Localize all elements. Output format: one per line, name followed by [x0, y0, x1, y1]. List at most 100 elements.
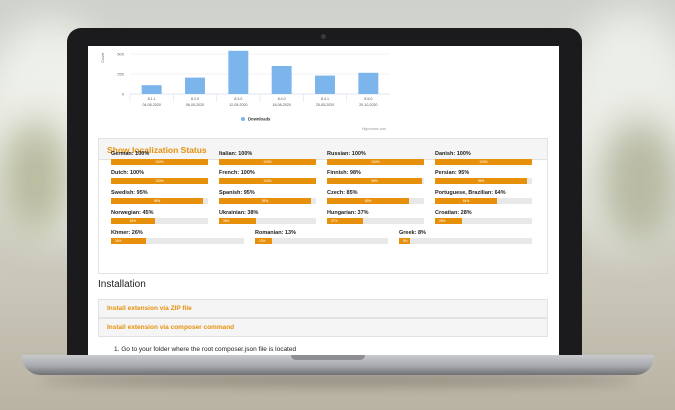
- progress-bar-text: 95%: [261, 199, 269, 203]
- install-zip-accordion[interactable]: Install extension via ZIP file: [98, 299, 548, 318]
- localization-item: Ukrainian: 38% 38%: [219, 210, 316, 224]
- progress-bar: 37%: [327, 218, 424, 224]
- localization-label: Swedish: 95%: [111, 190, 148, 196]
- chart-date-label: 04-05-2020: [142, 103, 160, 107]
- progress-bar-text: 38%: [223, 219, 230, 223]
- progress-bar-fill: [111, 159, 208, 165]
- progress-bar-text: 100%: [155, 160, 164, 164]
- progress-bar-fill: [219, 198, 312, 204]
- progress-bar-fill: [219, 218, 256, 224]
- progress-bar-text: 100%: [155, 179, 164, 183]
- progress-bar-fill: [111, 238, 146, 244]
- localization-item: Romanian: 13% 13%: [255, 230, 388, 244]
- progress-bar: 13%: [255, 238, 388, 244]
- chart-y-tick-label: 250: [117, 72, 124, 77]
- chart-date-label: 18-08-2020: [272, 103, 290, 107]
- localization-item: Czech: 85% 85%: [327, 190, 424, 204]
- progress-bar-text: 85%: [365, 199, 372, 203]
- progress-bar-text: 37%: [331, 219, 338, 223]
- localization-item: Hungarian: 37% 37%: [327, 210, 424, 224]
- chart-category-label: 8.5.0: [364, 97, 372, 101]
- chart-date-label: 06-05-2020: [186, 103, 204, 107]
- progress-bar-fill: [111, 218, 155, 224]
- progress-bar-fill: [111, 178, 208, 184]
- progress-bar: 100%: [327, 159, 424, 165]
- downloads-chart: 500 250 0 Count 8.1.1 04-05-2020 8.2.0 06-05-20…: [101, 50, 390, 122]
- laptop-screen: 500 250 0 Count 8.1.1 04-05-2020 8.2.0 06-05-20…: [88, 46, 559, 356]
- progress-bar: 100%: [111, 159, 208, 165]
- chart-bar: [315, 75, 335, 94]
- localization-label: Spanish: 95%: [219, 190, 255, 196]
- progress-bar-fill: [435, 159, 532, 165]
- progress-bar-text: 100%: [479, 160, 488, 164]
- localization-item: Swedish: 95% 95%: [111, 190, 208, 204]
- install-composer-label[interactable]: Install extension via composer command: [107, 324, 235, 331]
- camera-icon: [321, 34, 326, 39]
- chart-bar: [185, 77, 205, 94]
- chart-bar: [358, 72, 379, 94]
- progress-bar-fill: [219, 159, 316, 165]
- background-shelf: [0, 120, 70, 240]
- progress-bar-text: 26%: [115, 239, 122, 243]
- progress-bar-fill: [219, 178, 316, 184]
- localization-label: Dutch: 100%: [111, 170, 145, 176]
- progress-bar: 95%: [111, 198, 208, 204]
- localization-panel-title[interactable]: Show localization Status: [107, 145, 207, 155]
- chart-bar: [141, 85, 162, 94]
- progress-bar: 45%: [111, 218, 208, 224]
- localization-item: Dutch: 100% 100%: [111, 170, 208, 184]
- localization-item: Russian: 100% 100%: [327, 151, 424, 165]
- progress-bar: 38%: [219, 218, 316, 224]
- install-composer-accordion[interactable]: Install extension via composer command: [98, 318, 548, 337]
- localization-label: German: 100%: [111, 151, 150, 157]
- localization-item: Spanish: 95% 95%: [219, 190, 316, 204]
- progress-bar: 95%: [219, 198, 316, 204]
- chart-category-label: 8.1.1: [148, 97, 156, 101]
- localization-item: Greek: 8% 8%: [399, 230, 532, 244]
- chart-category-label: 8.4.0: [278, 97, 286, 101]
- chart-y-tick-label: 500: [117, 52, 124, 57]
- localization-panel-header[interactable]: [99, 139, 547, 160]
- progress-bar: 100%: [111, 178, 208, 184]
- progress-bar-fill: [435, 218, 463, 224]
- laptop-base: [22, 355, 654, 375]
- progress-bar-fill: [435, 198, 498, 204]
- background-shelf: [600, 120, 675, 250]
- install-zip-label[interactable]: Install extension via ZIP file: [107, 305, 192, 312]
- installation-title: Installation: [98, 279, 146, 290]
- localization-item: Italian: 100% 100%: [219, 151, 316, 165]
- progress-bar: 85%: [327, 198, 424, 204]
- progress-bar-fill: [327, 178, 423, 184]
- progress-bar-text: 95%: [477, 179, 485, 183]
- progress-bar-fill: [399, 238, 410, 244]
- localization-label: Khmer: 26%: [111, 230, 143, 236]
- chart-bar: [228, 50, 249, 94]
- chart-category-label: 8.3.0: [234, 97, 242, 101]
- localization-item: Croatian: 28% 28%: [435, 210, 532, 224]
- progress-bar-fill: [327, 218, 363, 224]
- laptop-shadow: [40, 374, 636, 386]
- localization-label: Ukrainian: 38%: [219, 210, 259, 216]
- chart-category-label: 8.2.0: [191, 97, 199, 101]
- localization-item: Danish: 100% 100%: [435, 151, 532, 165]
- progress-bar-text: 98%: [371, 179, 378, 183]
- progress-bar-fill: [327, 198, 410, 204]
- localization-label: Romanian: 13%: [255, 230, 296, 236]
- chart-bar: [271, 66, 292, 94]
- chart-y-axis-label: Count: [101, 53, 105, 62]
- localization-item: German: 100% 100%: [111, 151, 208, 165]
- localization-label: Italian: 100%: [219, 151, 253, 157]
- progress-bar: 8%: [399, 238, 532, 244]
- localization-label: Croatian: 28%: [435, 210, 472, 216]
- chart-legend-label: Downloads: [248, 117, 271, 122]
- localization-item: Persian: 95% 95%: [435, 170, 532, 184]
- chart-category-label: 8.4.1: [321, 97, 329, 101]
- localization-label: Danish: 100%: [435, 151, 471, 157]
- localization-label: French: 100%: [219, 170, 255, 176]
- localization-panel: Show localization Status German: 100% 100…: [98, 138, 548, 274]
- progress-bar: 100%: [219, 159, 316, 165]
- progress-bar-fill: [327, 159, 424, 165]
- localization-label: Hungarian: 37%: [327, 210, 369, 216]
- progress-bar: 95%: [435, 178, 532, 184]
- chart-legend-marker: [241, 117, 245, 121]
